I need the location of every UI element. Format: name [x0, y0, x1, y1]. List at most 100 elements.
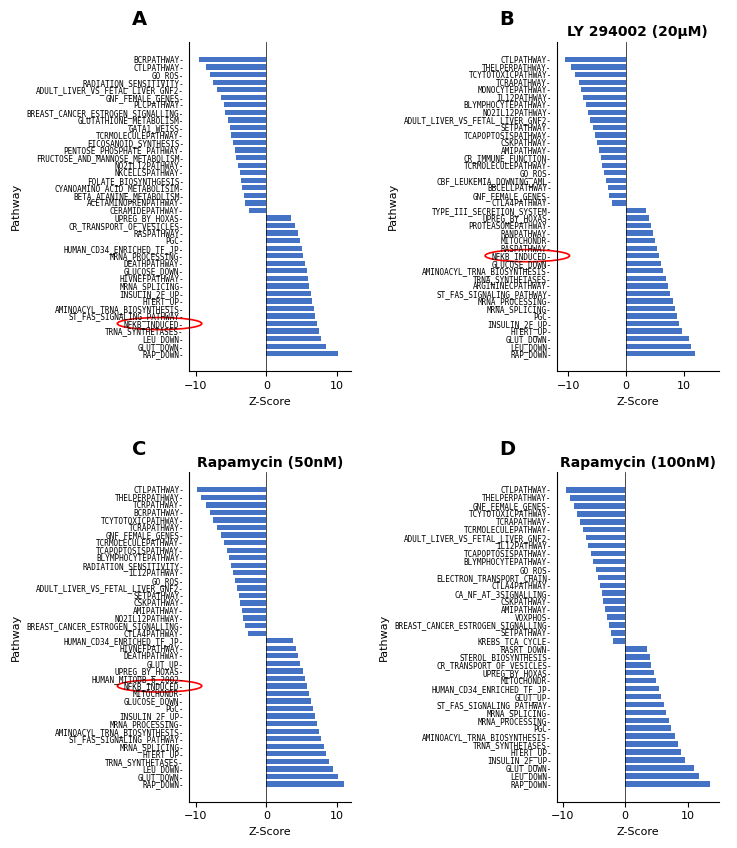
- Bar: [571, 64, 626, 70]
- Bar: [266, 706, 313, 711]
- Bar: [625, 701, 664, 707]
- Bar: [240, 600, 266, 605]
- X-axis label: Z-Score: Z-Score: [248, 827, 291, 837]
- Bar: [266, 223, 295, 228]
- Bar: [626, 223, 651, 228]
- Bar: [266, 268, 307, 273]
- Bar: [206, 64, 266, 70]
- Bar: [626, 298, 672, 304]
- Bar: [609, 622, 625, 628]
- Bar: [266, 683, 307, 689]
- Bar: [206, 502, 266, 508]
- Bar: [585, 103, 626, 108]
- Bar: [266, 736, 321, 741]
- Bar: [217, 525, 266, 530]
- Bar: [210, 510, 266, 515]
- Bar: [224, 540, 266, 545]
- Bar: [266, 744, 324, 749]
- Bar: [625, 662, 652, 667]
- Bar: [606, 177, 626, 183]
- Bar: [626, 328, 682, 334]
- Bar: [233, 570, 266, 576]
- Bar: [625, 646, 647, 651]
- Bar: [625, 686, 659, 691]
- Bar: [626, 215, 649, 220]
- Bar: [625, 773, 699, 778]
- Bar: [625, 670, 654, 676]
- Bar: [565, 57, 626, 62]
- Y-axis label: Pathway: Pathway: [11, 613, 21, 661]
- Bar: [228, 117, 266, 123]
- Bar: [600, 583, 625, 588]
- Bar: [266, 728, 319, 734]
- Bar: [266, 751, 326, 756]
- X-axis label: Z-Score: Z-Score: [248, 397, 291, 407]
- Bar: [241, 177, 266, 183]
- Bar: [604, 170, 626, 176]
- Title: LY 294002 (20μM): LY 294002 (20μM): [567, 25, 708, 39]
- Bar: [612, 638, 625, 644]
- Bar: [626, 260, 661, 266]
- Bar: [570, 495, 625, 500]
- Y-axis label: Pathway: Pathway: [379, 613, 389, 661]
- Bar: [626, 238, 655, 243]
- Bar: [604, 599, 625, 604]
- Bar: [237, 585, 266, 590]
- Bar: [266, 774, 338, 779]
- Bar: [575, 72, 626, 77]
- Bar: [220, 95, 266, 100]
- Bar: [595, 132, 626, 137]
- Y-axis label: Pathway: Pathway: [388, 183, 398, 231]
- Bar: [597, 140, 626, 145]
- Bar: [198, 488, 266, 493]
- Bar: [626, 246, 657, 251]
- Bar: [242, 608, 266, 613]
- Bar: [602, 163, 626, 168]
- Bar: [266, 351, 338, 356]
- Bar: [242, 185, 266, 191]
- Bar: [626, 321, 680, 326]
- Bar: [226, 109, 266, 115]
- Bar: [625, 717, 669, 723]
- Bar: [201, 494, 266, 500]
- Bar: [217, 87, 266, 92]
- Text: C: C: [132, 440, 147, 459]
- Bar: [601, 590, 625, 596]
- Text: A: A: [132, 10, 147, 29]
- Bar: [266, 691, 309, 696]
- Bar: [266, 713, 315, 719]
- Bar: [266, 653, 298, 658]
- Bar: [598, 575, 625, 580]
- Bar: [224, 103, 266, 108]
- Bar: [214, 80, 266, 85]
- Bar: [220, 533, 266, 538]
- Bar: [611, 630, 625, 636]
- Bar: [593, 125, 626, 130]
- Bar: [266, 781, 344, 787]
- Bar: [200, 57, 266, 62]
- Bar: [249, 208, 266, 213]
- Bar: [245, 200, 266, 205]
- Bar: [266, 661, 300, 666]
- Bar: [266, 767, 333, 772]
- Bar: [625, 757, 685, 763]
- Bar: [266, 276, 308, 281]
- Bar: [266, 283, 310, 288]
- Bar: [599, 148, 626, 153]
- Bar: [626, 336, 689, 341]
- Bar: [230, 125, 266, 130]
- Bar: [591, 550, 625, 556]
- Bar: [626, 283, 668, 288]
- Bar: [266, 676, 305, 681]
- Bar: [586, 535, 625, 540]
- Bar: [266, 260, 305, 266]
- Bar: [625, 765, 694, 771]
- Bar: [239, 593, 266, 598]
- X-axis label: Z-Score: Z-Score: [616, 827, 659, 837]
- Bar: [266, 759, 329, 764]
- Text: B: B: [500, 10, 514, 29]
- Bar: [566, 488, 625, 493]
- Bar: [266, 668, 303, 673]
- Bar: [266, 321, 316, 326]
- Bar: [596, 566, 625, 572]
